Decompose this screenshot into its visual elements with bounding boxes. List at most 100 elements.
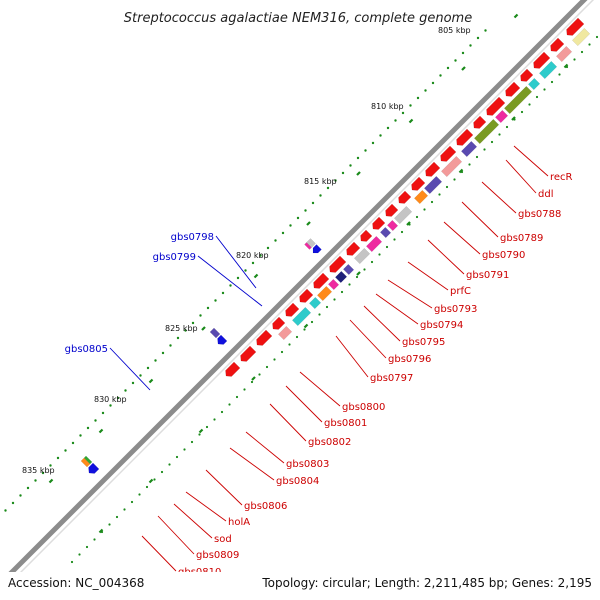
reverse-cog-bar [440,155,463,178]
reverse-gene-arrow [425,161,441,177]
reverse-gene-arrow [398,190,412,204]
reverse-cog-bar [342,263,355,276]
tick-dot [341,171,345,175]
tick-dot [266,246,270,250]
reverse-cog-bar [386,219,399,232]
reverse-cog-bar [353,247,371,265]
genome-summary: Topology: circular; Length: 2,211,485 bp… [261,576,592,590]
gene-label-prfc: prfC [450,286,471,297]
gene-label-hola: holA [228,517,250,528]
tick-dot [244,269,247,272]
tick-dot [355,275,359,279]
reverse-gene-arrow [520,68,534,82]
tick-dot [236,276,240,280]
tick-dot [280,350,284,354]
tick-dot [469,44,472,47]
major-tick [356,271,361,276]
leader-line [215,235,257,289]
tick-label-820: 820 kbp [236,251,269,260]
gene-label-gbs0803: gbs0803 [286,459,329,470]
gene-label-gbs0791: gbs0791 [466,270,509,281]
tick-dot [78,553,81,556]
gene-label-gbs0796: gbs0796 [388,354,431,365]
tick-dot [409,104,412,107]
major-tick [461,66,466,71]
tick-dot [543,88,546,91]
tick-dot [123,508,126,511]
reverse-cog-bar [316,285,333,302]
leader-line [157,515,195,555]
tick-dot [220,410,224,414]
leader-line [349,319,387,359]
major-tick [356,171,361,176]
tick-dot [484,29,487,32]
tick-dot [259,254,262,257]
leader-line [387,279,433,309]
reverse-gene-arrow [505,81,521,97]
tick-dot [250,380,254,384]
tick-dot [468,163,471,166]
tick-dot [145,485,149,489]
gene-label-gbs0806: gbs0806 [244,501,287,512]
tick-dot [326,186,330,190]
leader-line [269,403,307,442]
tick-dot [109,404,112,407]
tick-dot [423,208,426,211]
reverse-cog-bar [413,189,429,205]
tick-dot [393,238,396,241]
reverse-cog-bar [423,175,443,195]
major-tick [408,118,414,124]
tick-dot [371,141,375,145]
reverse-gene-arrow [256,329,273,346]
reverse-gene-arrow [456,128,474,146]
tick-dot [476,36,480,40]
tick-dot [386,126,390,130]
tick-dot [378,253,381,256]
tick-dot [258,373,261,376]
reverse-gene-arrow [385,203,399,217]
reverse-cog-bar [555,45,573,63]
tick-dot [430,200,434,204]
tick-dot [71,441,75,445]
reverse-cog-bar [527,77,541,91]
tick-dot [160,470,164,474]
tick-dot [379,134,382,137]
tick-dot [385,245,389,249]
reverse-gene-arrow [486,96,506,116]
tick-label-830: 830 kbp [94,395,127,404]
tick-dot [273,358,276,361]
tick-dot [431,81,435,85]
tick-dot [79,434,82,437]
tick-dot [86,426,90,430]
tick-dots [4,29,599,564]
tick-label-810: 810 kbp [371,102,404,111]
tick-dot [318,313,321,316]
tick-dot [34,479,37,482]
tick-dot [94,419,97,422]
leader-line [461,201,499,238]
tick-dot [296,216,300,220]
major-tick [251,376,256,381]
tick-dot [184,329,187,332]
tick-dot [19,494,22,497]
reverse-gene-arrow [272,316,286,330]
tick-dot [595,35,599,39]
reverse-cog-bar [538,60,558,80]
tick-dot [580,50,584,54]
tick-dot [461,51,465,55]
tick-dot [64,449,67,452]
forward-gene-gbs0798-cog [304,242,312,250]
tick-dot [364,149,367,152]
tick-dot [214,299,217,302]
tick-dot [505,125,509,129]
reverse-gene-arrow [329,255,347,273]
reverse-gene-arrow [240,345,257,362]
forward-gene-gbs0799 [312,244,322,254]
tick-dot [26,486,30,490]
tick-dot [295,335,299,339]
gene-label-gbs0802: gbs0802 [308,437,351,448]
tick-dot [446,66,450,70]
